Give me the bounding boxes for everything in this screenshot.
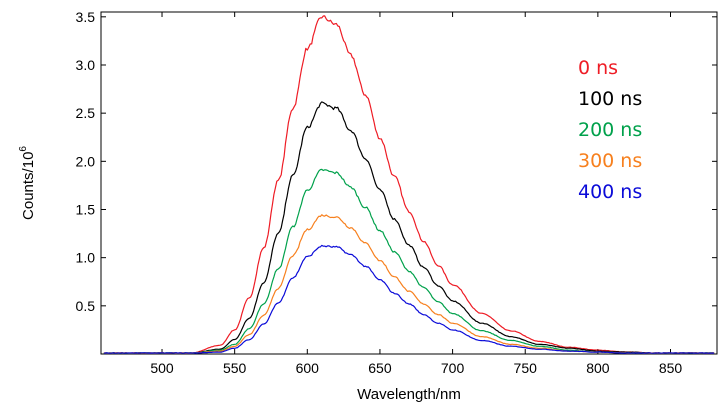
- x-tick-label: 700: [441, 360, 465, 376]
- plot-frame: [100, 11, 718, 355]
- series-lines: [103, 15, 715, 354]
- legend-entry-0-ns: 0 ns: [578, 57, 618, 79]
- x-tick-label: 550: [223, 360, 247, 376]
- y-tick-label: 3.0: [76, 57, 96, 73]
- series-line-400-ns: [103, 244, 715, 354]
- legend: 0 ns 100 ns 200 ns 300 ns 400 ns: [578, 57, 642, 203]
- y-tick-label: 1.5: [76, 201, 96, 217]
- y-tick-label: 1.0: [76, 250, 96, 266]
- y-tick-label: 2.5: [76, 105, 96, 121]
- axis-ticks: 500 550 600 650 700 750 800 850 0.5 1.0 1.5 2.0 2.5 3…: [76, 9, 717, 376]
- legend-entry-400-ns: 400 ns: [578, 181, 642, 203]
- x-tick-label: 750: [514, 360, 538, 376]
- series-line-300-ns: [103, 214, 715, 354]
- x-tick-label: 600: [296, 360, 320, 376]
- y-axis-title-exponent: 6: [18, 146, 29, 152]
- legend-entry-300-ns: 300 ns: [578, 150, 642, 172]
- x-tick-label: 650: [368, 360, 392, 376]
- plot-border: [100, 11, 718, 355]
- x-tick-label: 500: [150, 360, 174, 376]
- y-axis-title-main: Counts/10: [20, 152, 37, 220]
- series-line-0-ns: [103, 15, 715, 354]
- y-tick-label: 2.0: [76, 153, 96, 169]
- y-tick-label: 3.5: [76, 9, 96, 25]
- y-tick-label: 0.5: [76, 298, 96, 314]
- y-axis-title: Counts/106: [18, 146, 37, 220]
- legend-entry-200-ns: 200 ns: [578, 119, 642, 141]
- legend-entry-100-ns: 100 ns: [578, 88, 642, 110]
- x-tick-label: 850: [659, 360, 683, 376]
- x-tick-label: 800: [586, 360, 610, 376]
- x-axis-title: Wavelength/nm: [357, 386, 461, 403]
